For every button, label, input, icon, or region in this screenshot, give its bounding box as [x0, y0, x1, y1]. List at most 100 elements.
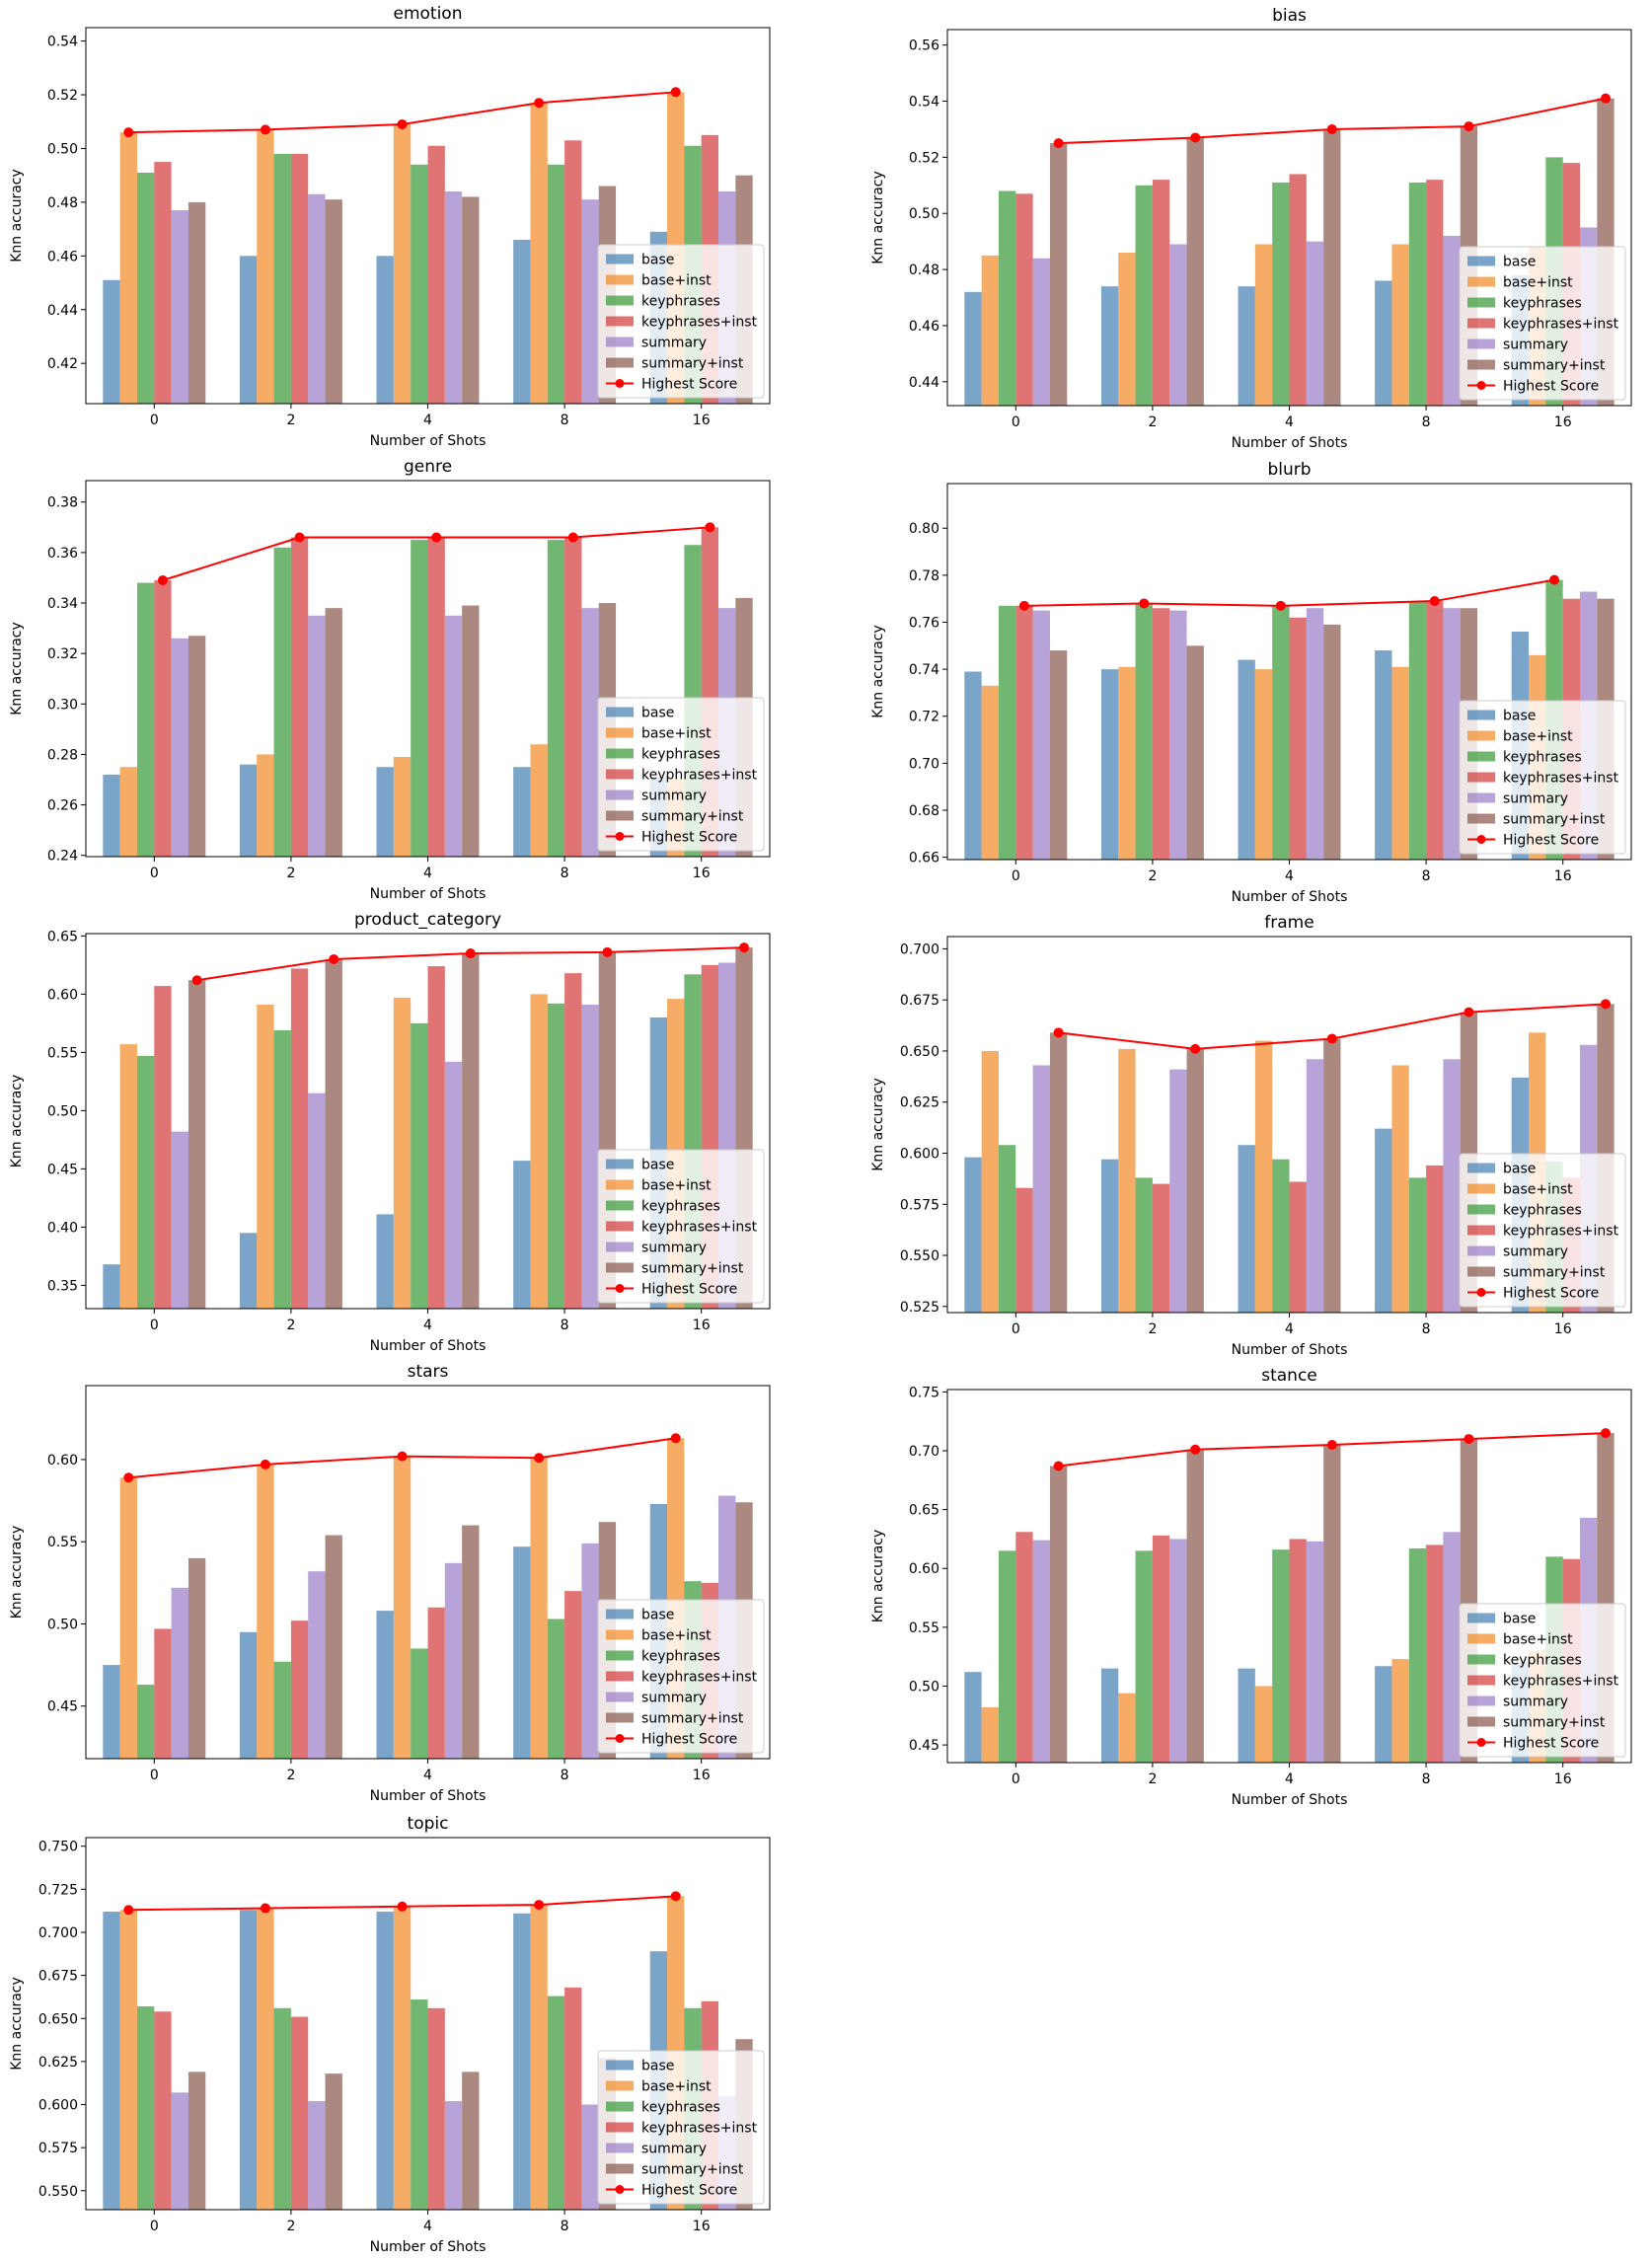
x-tick-label: 8: [561, 1318, 569, 1333]
legend-label: Highest Score: [641, 377, 737, 393]
y-axis-label: Knn accuracy: [870, 1078, 886, 1171]
legend-marker-highest-score: [615, 1734, 625, 1743]
highest-score-point-0: [1018, 600, 1029, 611]
y-tick-label: 0.52: [909, 150, 939, 166]
highest-score-point-16: [739, 942, 750, 953]
chart-title: bias: [1272, 6, 1307, 26]
bar-base-0: [964, 671, 982, 860]
legend-swatch-summary: [1467, 339, 1495, 349]
bar-base+inst-2: [1118, 253, 1136, 406]
chart-bias: 0.44 0.46 0.48 0.50 0.52 0.54 0.56 0 2 4 8 16 bias Nu…: [870, 6, 1632, 451]
bar-summary-8: [1443, 608, 1461, 860]
plot-frame: [85, 1837, 771, 2211]
legend-box: [597, 697, 765, 852]
y-tick-label: 0.52: [47, 88, 78, 104]
bar-base-0: [964, 1672, 982, 1763]
x-tick-label: 4: [1285, 1771, 1294, 1787]
bar-base+inst-0: [981, 1706, 999, 1763]
bar-summary-0: [1032, 1065, 1050, 1313]
legend-swatch-summary: [606, 790, 634, 800]
bar-summary-0: [171, 2092, 188, 2210]
legend-label: base+inst: [1503, 729, 1573, 745]
legend-label: summary+inst: [1503, 1265, 1606, 1281]
legend-marker-highest-score: [1476, 1288, 1486, 1297]
highest-score-point-16: [1601, 1428, 1612, 1439]
y-tick-label: 0.50: [47, 1617, 78, 1632]
bar-base-8: [1375, 1666, 1392, 1763]
x-tick-label: 16: [1554, 868, 1572, 884]
legend-swatch-base+inst: [1467, 730, 1495, 741]
legend-box: [597, 1599, 765, 1754]
bar-summary+inst-0: [188, 1557, 206, 1759]
bar-keyphrases+inst-2: [1152, 608, 1170, 860]
plot-frame: [85, 27, 771, 405]
bar-base-0: [103, 1264, 120, 1309]
plot-frame: [946, 936, 1632, 1314]
legend-swatch-keyphrases: [1467, 1654, 1495, 1665]
bar-base-2: [239, 256, 258, 404]
legend-swatch-keyphrases: [606, 2101, 634, 2112]
legend-label: summary: [1503, 338, 1568, 353]
legend-marker-highest-score: [1476, 835, 1486, 844]
y-tick-label: 0.55: [909, 1620, 939, 1636]
bar-keyphrases+inst-8: [564, 537, 582, 857]
highest-score-point-2: [1139, 598, 1150, 609]
legend-label: keyphrases+inst: [641, 2121, 758, 2137]
x-tick-label: 8: [1422, 868, 1431, 884]
highest-score-point-16: [670, 87, 681, 98]
bar-keyphrases-2: [273, 1029, 291, 1309]
bar-base-2: [1100, 669, 1119, 860]
legend-swatch-base+inst: [1467, 1183, 1495, 1194]
legend-label: summary: [641, 2142, 707, 2157]
legend-label: Highest Score: [1503, 379, 1599, 395]
y-axis-label: Knn accuracy: [9, 1526, 25, 1620]
y-tick-label: 0.40: [47, 1220, 78, 1236]
bar-keyphrases-8: [547, 1003, 565, 1309]
bar-summary-8: [581, 199, 599, 404]
bar-keyphrases+inst-0: [1015, 605, 1033, 860]
bar-base+inst-8: [1391, 666, 1409, 860]
legend-swatch-keyphrases+inst: [1467, 318, 1495, 329]
legend-label: base+inst: [1503, 1182, 1573, 1198]
legend-swatch-summary+inst: [1467, 813, 1495, 824]
legend-swatch-summary+inst: [1467, 1266, 1495, 1277]
bar-summary+inst-4: [1323, 1445, 1341, 1763]
bar-summary+inst-2: [1186, 137, 1204, 406]
bar-summary-0: [1032, 610, 1050, 860]
legend-swatch-base: [606, 2060, 634, 2071]
highest-score-point-8: [567, 532, 578, 543]
x-tick-label: 16: [693, 413, 711, 428]
bar-summary-2: [308, 2101, 326, 2210]
bar-base+inst-0: [981, 685, 999, 860]
y-tick-label: 0.42: [47, 356, 78, 372]
legend-label: keyphrases+inst: [1503, 771, 1619, 787]
legend-label: Highest Score: [1503, 1736, 1599, 1752]
legend-marker-highest-score: [1476, 381, 1486, 390]
legend-label: keyphrases+inst: [1503, 1674, 1619, 1690]
bar-keyphrases+inst-0: [154, 162, 172, 404]
bar-summary-2: [1169, 1539, 1187, 1763]
legend: base base+inst keyphrases keyphrases+inst su…: [597, 1149, 765, 1304]
legend-label: keyphrases+inst: [641, 315, 758, 331]
bar-base-8: [1375, 280, 1392, 406]
highest-score-point-8: [602, 946, 613, 957]
y-tick-label: 0.70: [909, 756, 939, 772]
x-tick-label: 0: [150, 866, 159, 881]
bar-summary-8: [1443, 235, 1461, 406]
bar-base+inst-2: [1118, 666, 1136, 860]
highest-score-point-0: [191, 975, 202, 986]
bar-keyphrases+inst-8: [564, 140, 582, 404]
bar-base+inst-8: [530, 994, 548, 1309]
bar-summary-4: [1306, 1541, 1324, 1763]
x-axis-label: Number of Shots: [1232, 889, 1348, 905]
chart-emotion: 0.42 0.44 0.46 0.48 0.50 0.52 0.54 0 2 4 8 16 emotio…: [9, 4, 771, 449]
bar-keyphrases+inst-8: [1426, 180, 1444, 406]
highest-score-point-4: [397, 1901, 408, 1912]
bar-keyphrases+inst-8: [564, 1987, 582, 2210]
bar-keyphrases-8: [1408, 1547, 1427, 1763]
bar-base-2: [239, 1631, 258, 1759]
x-tick-label: 2: [1148, 1771, 1157, 1787]
y-tick-label: 0.54: [909, 95, 939, 111]
legend-swatch-summary+inst: [606, 1262, 634, 1273]
bar-base+inst-4: [393, 1456, 412, 1759]
